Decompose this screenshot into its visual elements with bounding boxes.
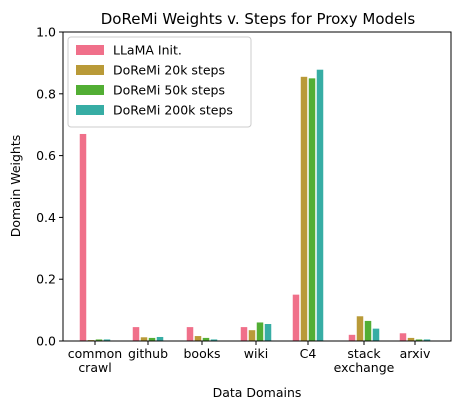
legend: LLaMA Init. DoReMi 20k steps DoReMi 50k st… [67, 36, 252, 128]
bar-series-2-cat-3 [256, 322, 264, 341]
legend-label: DoReMi 20k steps [113, 63, 225, 78]
bar-series-3-cat-1 [156, 336, 164, 341]
x-axis-label: Data Domains [213, 385, 302, 400]
x-tick-label: common [68, 346, 122, 361]
legend-swatch [76, 85, 104, 95]
x-tick-label: github [128, 346, 168, 361]
plot-frame [62, 31, 452, 342]
bar-series-0-cat-3 [240, 327, 248, 341]
x-tick-label: C4 [300, 346, 317, 361]
chart-title: DoReMi Weights v. Steps for Proxy Models [101, 10, 416, 28]
x-tick-label: stack [347, 346, 381, 361]
bar-series-1-cat-1 [140, 337, 148, 341]
legend-label: DoReMi 200k steps [113, 103, 233, 118]
bars-group [79, 69, 431, 341]
bar-series-2-cat-6 [415, 339, 423, 341]
bar-series-0-cat-1 [132, 327, 140, 341]
bar-series-2-cat-5 [364, 320, 372, 341]
legend-frame [67, 36, 252, 128]
x-tick-label: arxiv [400, 346, 431, 361]
y-tick-label: 0.4 [36, 210, 56, 225]
x-tick-label: books [184, 346, 221, 361]
y-axis-label: Domain Weights [8, 135, 23, 238]
bar-series-3-cat-4 [316, 69, 324, 341]
bar-series-1-cat-6 [407, 337, 415, 341]
bar-series-3-cat-3 [264, 324, 272, 341]
bar-series-1-cat-2 [194, 336, 202, 341]
bar-series-1-cat-4 [300, 76, 308, 341]
bar-series-0-cat-0 [79, 133, 87, 341]
legend-label: LLaMA Init. [113, 43, 182, 58]
bar-series-1-cat-3 [248, 330, 256, 341]
bar-series-3-cat-5 [372, 328, 380, 341]
bar-series-3-cat-2 [210, 339, 218, 341]
bar-series-3-cat-0 [103, 339, 111, 341]
y-tick-label: 0.8 [36, 86, 56, 101]
bar-series-2-cat-1 [148, 337, 156, 341]
y-tick-label: 0.0 [36, 334, 56, 349]
bar-series-2-cat-2 [202, 337, 210, 341]
legend-label: DoReMi 50k steps [113, 83, 225, 98]
bar-series-0-cat-6 [399, 333, 407, 341]
y-tick-label: 1.0 [36, 25, 56, 40]
y-axis: 0.0 0.2 0.4 0.6 0.8 1.0 [36, 25, 63, 349]
bar-series-0-cat-4 [292, 294, 300, 341]
legend-swatch [76, 105, 104, 115]
bar-series-2-cat-4 [308, 78, 316, 341]
bar-series-1-cat-5 [356, 316, 364, 341]
bar-series-2-cat-0 [95, 339, 103, 341]
x-tick-label: exchange [334, 360, 395, 375]
bar-series-3-cat-6 [423, 339, 431, 341]
y-tick-label: 0.6 [36, 148, 56, 163]
bar-series-0-cat-2 [186, 327, 194, 341]
y-tick-label: 0.2 [36, 272, 56, 287]
x-tick-label: crawl [78, 360, 111, 375]
legend-swatch [76, 45, 104, 55]
bar-series-0-cat-5 [348, 334, 356, 341]
x-tick-label: wiki [244, 346, 268, 361]
legend-swatch [76, 65, 104, 75]
